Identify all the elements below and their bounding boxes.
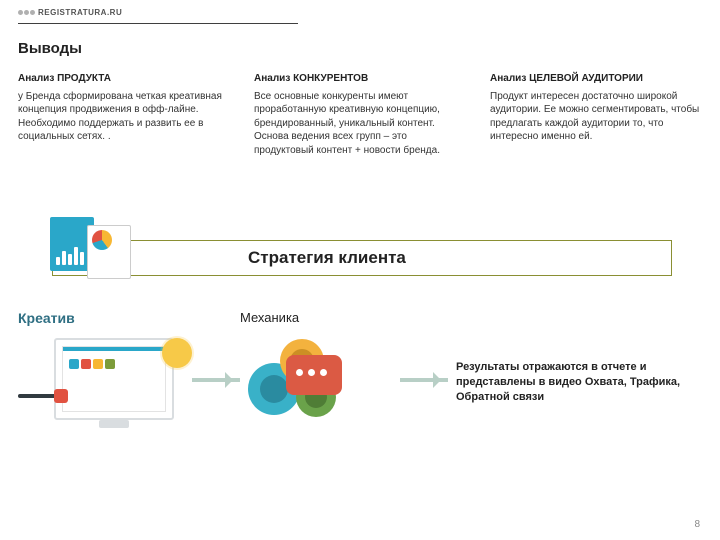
creative-label: Креатив bbox=[18, 310, 208, 326]
header-rule bbox=[18, 23, 298, 24]
brand-circles-icon bbox=[18, 10, 35, 15]
analytics-illust-icon bbox=[50, 217, 131, 279]
results-text: Результаты отражаются в отчете и предста… bbox=[456, 360, 702, 405]
column-audience-heading: Анализ ЦЕЛЕВОЙ АУДИТОРИИ bbox=[490, 72, 702, 86]
speech-bubble-icon bbox=[286, 355, 342, 395]
page-number: 8 bbox=[694, 519, 700, 530]
column-competitors-heading: Анализ КОНКУРЕНТОВ bbox=[254, 72, 466, 86]
lightbulb-icon bbox=[160, 336, 194, 370]
column-audience: Анализ ЦЕЛЕВОЙ АУДИТОРИИ Продукт интерес… bbox=[490, 72, 702, 157]
column-product-heading: Анализ ПРОДУКТА bbox=[18, 72, 230, 86]
mechanics-illust-icon bbox=[240, 333, 390, 433]
column-audience-body: Продукт интересен достаточно широкой ауд… bbox=[490, 90, 702, 144]
brand-name-text: REGISTRATURA.RU bbox=[38, 8, 122, 17]
creative-illust-icon bbox=[18, 334, 188, 434]
page-title: Выводы bbox=[18, 40, 82, 57]
creative-section: Креатив bbox=[18, 310, 208, 434]
chart-card-pie-icon bbox=[87, 225, 131, 279]
brand-bar: REGISTRATURA.RU bbox=[18, 8, 188, 24]
column-competitors-body: Все основные конкуренты имеют проработан… bbox=[254, 90, 466, 158]
arrow-icon bbox=[400, 378, 448, 382]
brand-logo: REGISTRATURA.RU bbox=[18, 8, 188, 17]
strategy-box: Стратегия клиента bbox=[52, 240, 672, 276]
plug-icon bbox=[18, 394, 58, 398]
monitor-icon bbox=[54, 338, 174, 420]
arrow-icon bbox=[192, 378, 240, 382]
column-product: Анализ ПРОДУКТА у Бренда сформирована че… bbox=[18, 72, 230, 157]
strategy-label: Стратегия клиента bbox=[248, 248, 406, 268]
mechanics-section: Механика bbox=[240, 310, 430, 433]
column-competitors: Анализ КОНКУРЕНТОВ Все основные конкурен… bbox=[254, 72, 466, 157]
mechanics-label: Механика bbox=[240, 310, 430, 325]
column-product-body: у Бренда сформирована четкая креативная … bbox=[18, 90, 230, 144]
analysis-columns: Анализ ПРОДУКТА у Бренда сформирована че… bbox=[18, 72, 702, 157]
